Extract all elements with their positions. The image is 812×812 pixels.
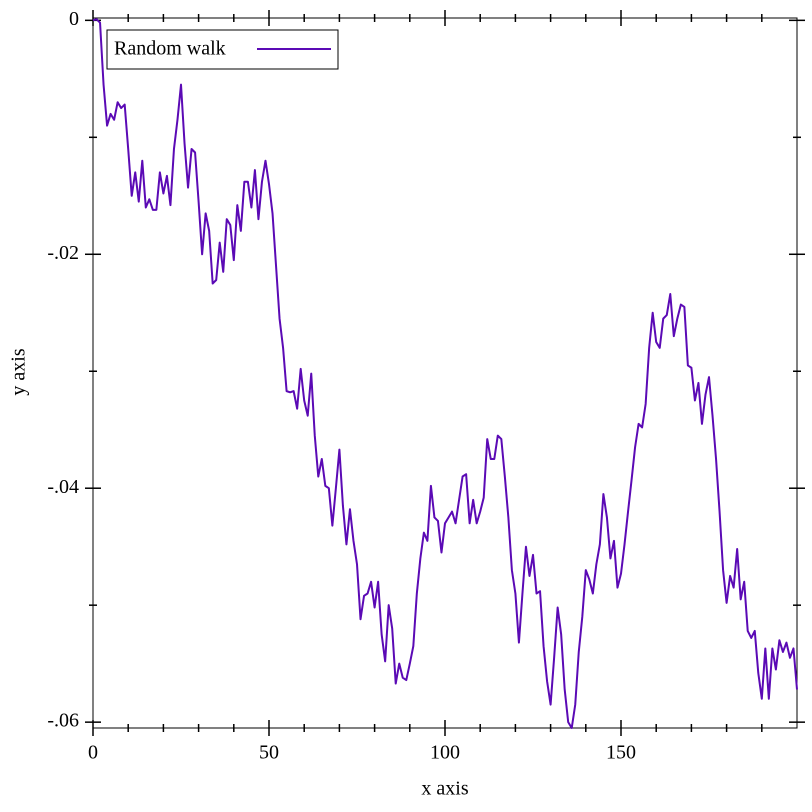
x-tick-label: 100 (430, 742, 460, 764)
legend-label: Random walk (114, 38, 226, 60)
y-tick-label: 0 (69, 8, 79, 30)
x-tick-label: 150 (606, 742, 636, 764)
x-tick-label: 50 (259, 742, 279, 764)
x-tick-label: 0 (88, 742, 98, 764)
y-axis-label: y axis (8, 348, 30, 395)
y-tick-label: -.02 (47, 242, 79, 264)
x-axis-label: x axis (421, 778, 468, 800)
y-tick-label: -.06 (47, 710, 79, 732)
y-tick-label: -.04 (47, 476, 79, 498)
series-line (92, 18, 798, 729)
